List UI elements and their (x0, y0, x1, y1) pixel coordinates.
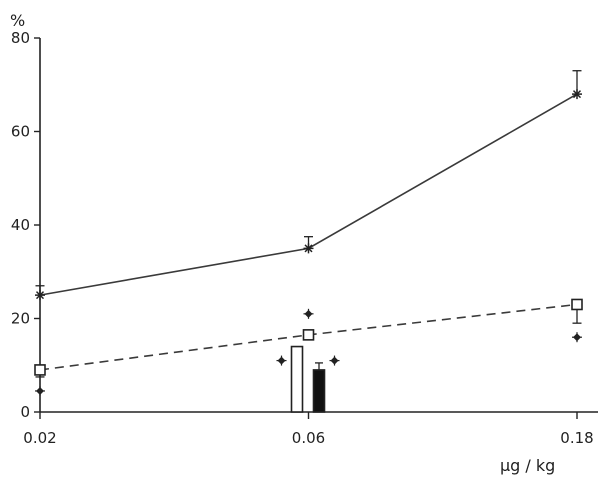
x-tick-label: 0.06 (292, 429, 325, 447)
y-tick-label: 20 (11, 310, 30, 328)
series-line-solid (39, 93, 578, 296)
y-axis-label: % (10, 11, 25, 30)
significance-marker (35, 385, 45, 396)
x-tick-label: 0.18 (560, 429, 593, 447)
data-point-square (302, 329, 315, 341)
bar-open (290, 345, 304, 413)
data-point-asterisk (572, 89, 582, 100)
x-tick-label: 0.02 (23, 429, 56, 447)
x-axis-label: µg / kg (500, 456, 555, 475)
y-tick-label: 60 (11, 123, 30, 141)
data-point-square (571, 298, 583, 311)
significance-marker (276, 355, 287, 366)
data-point-asterisk (303, 243, 314, 254)
significance-marker (329, 355, 340, 366)
data-point-square (34, 364, 46, 376)
bar-filled (312, 369, 326, 413)
data-point-asterisk (35, 290, 45, 301)
significance-marker (572, 332, 582, 343)
y-tick-label: 80 (11, 29, 30, 47)
y-tick-label: 0 (20, 403, 30, 421)
y-tick-label: 40 (11, 216, 30, 234)
significance-marker (303, 308, 314, 319)
